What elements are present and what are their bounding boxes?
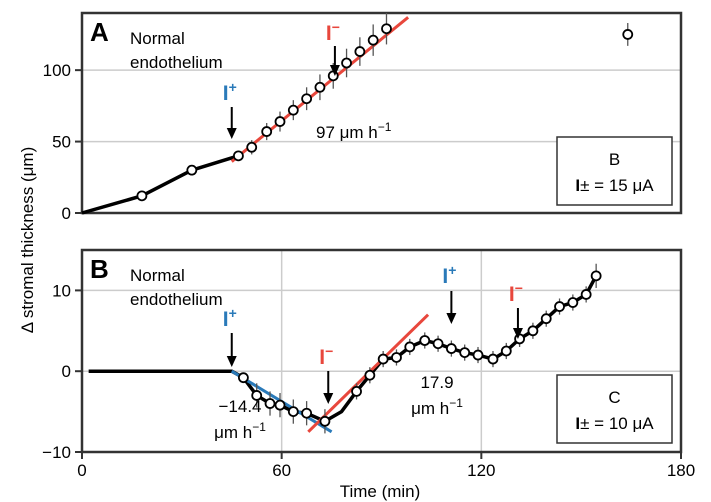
panel-a-annotation-line2: endothelium: [130, 53, 223, 72]
panel-b-data-point-17: [487, 353, 499, 365]
panel-b-data-point-0: [237, 372, 249, 384]
panel-b-data-point-22: [554, 301, 565, 312]
panel-b-frame: [80, 248, 683, 454]
panel-b-data-point-4: [287, 406, 299, 418]
panel-b-slope-label-0-value: −14.4: [218, 397, 261, 416]
panel-b-xtick-label-1: 60: [272, 461, 291, 480]
panel-a-data-line: [81, 154, 239, 215]
x-axis-label: Time (min): [340, 482, 421, 501]
panel-b-data-point-3: [274, 399, 286, 411]
panel-a-data-point-12: [367, 34, 379, 46]
panel-b-data-point-11: [404, 341, 416, 353]
panel-b-arrow-0-head: [226, 356, 237, 367]
panel-b-annotation-line1: Normal: [130, 266, 185, 285]
panel-a-data-point-4: [261, 126, 273, 137]
panel-a-data-point-2: [233, 150, 244, 162]
panel-a-inset-title: B: [609, 150, 620, 169]
panel-a-frame: [80, 11, 683, 215]
panel-b-arrow-label-1: I−: [319, 343, 333, 369]
panel-a-data-point-1: [186, 164, 198, 176]
panel-b-arrow-2-head: [446, 313, 457, 324]
panel-a-data-point-3: [246, 141, 258, 153]
panel-a-data-point-10: [341, 57, 352, 69]
panel-b-slope-label-0-unit: μm h−1: [214, 420, 266, 442]
panel-b-xtick-label-2: 120: [467, 461, 495, 480]
panel-a-arrow-1-head: [329, 65, 340, 76]
panel-a-letter: A: [90, 17, 109, 47]
panel-b-arrow-3-head: [512, 328, 523, 339]
panel-b-ytick-label-1: 0: [62, 362, 71, 381]
panel-b-arrow-label-3: I−: [509, 280, 523, 306]
panel-a-data-point-14: [622, 29, 634, 40]
panel-b-inset-box: [556, 374, 673, 444]
panel-b-data-point-9: [377, 353, 389, 365]
panel-a-arrow-label-0: I+: [223, 79, 237, 105]
panel-b-data-point-16: [472, 349, 484, 361]
panel-a-ytick-label-2: 100: [43, 61, 71, 80]
panel-b-data-point-24: [580, 289, 592, 300]
panel-b-slope-label-1-unit: μm h−1: [411, 396, 463, 418]
panel-b-data-point-10: [391, 352, 402, 363]
panel-b-data-point-12: [419, 335, 431, 346]
panel-a-data-point-11: [354, 46, 366, 57]
panel-b-data-point-5: [301, 407, 313, 419]
y-axis-label: Δ stromal thickness (μm): [18, 147, 37, 333]
panel-b-arrow-label-0: I+: [223, 305, 237, 331]
panel-b-data-point-6: [319, 415, 331, 427]
panel-b-arrow-label-2: I+: [442, 262, 456, 288]
panel-b-data-point-20: [527, 325, 539, 337]
panel-a-data-point-0: [136, 190, 148, 202]
panel-a-arrow-0-head: [226, 128, 237, 139]
panel-b-ytick-label-0: −10: [42, 443, 71, 462]
panel-b-letter: B: [90, 254, 109, 284]
panel-a-data-point-13: [381, 23, 392, 35]
panel-b-slope-label-1-value: 17.9: [420, 373, 453, 392]
panel-a-ytick-label-0: 0: [62, 204, 71, 223]
panel-b-data-point-18: [500, 345, 512, 357]
panel-b-data-point-13: [432, 338, 444, 350]
panel-b-data-point-25: [590, 270, 602, 282]
panel-a-data-point-6: [287, 104, 299, 116]
panel-b-annotation-line2: endothelium: [130, 290, 223, 309]
panel-a-slope-label: 97 μm h−1: [316, 120, 392, 142]
panel-b-data-point-14: [445, 343, 457, 354]
panel-b-arrow-1-head: [323, 393, 334, 404]
panel-a-arrow-label-1: I−: [326, 19, 340, 45]
panel-b-inset-current: I± = 10 μA: [575, 414, 654, 433]
panel-b-inset-title: C: [608, 388, 620, 407]
panel-b-data-point-1: [251, 390, 263, 401]
panel-a-inset-current: I± = 15 μA: [575, 176, 654, 195]
panel-b-xtick-label-3: 180: [667, 461, 695, 480]
panel-a-data-point-5: [274, 116, 286, 127]
panel-a-ytick-label-1: 50: [52, 133, 71, 152]
panel-b-data-point-7: [351, 385, 362, 397]
panel-b-data-point-21: [540, 313, 552, 325]
panel-a-data-point-8: [314, 81, 326, 93]
panel-b-data-point-15: [459, 347, 471, 359]
panel-b-ytick-label-2: 10: [52, 281, 71, 300]
panel-a-data-point-7: [301, 93, 313, 105]
panel-a-inset-box: [556, 136, 673, 206]
panel-b-data-point-8: [364, 369, 376, 381]
panel-b-xtick-label-0: 0: [77, 461, 86, 480]
panel-b-data-point-23: [567, 297, 579, 308]
panel-b-data-point-2: [264, 398, 276, 409]
panel-a-annotation-line1: Normal: [130, 29, 185, 48]
